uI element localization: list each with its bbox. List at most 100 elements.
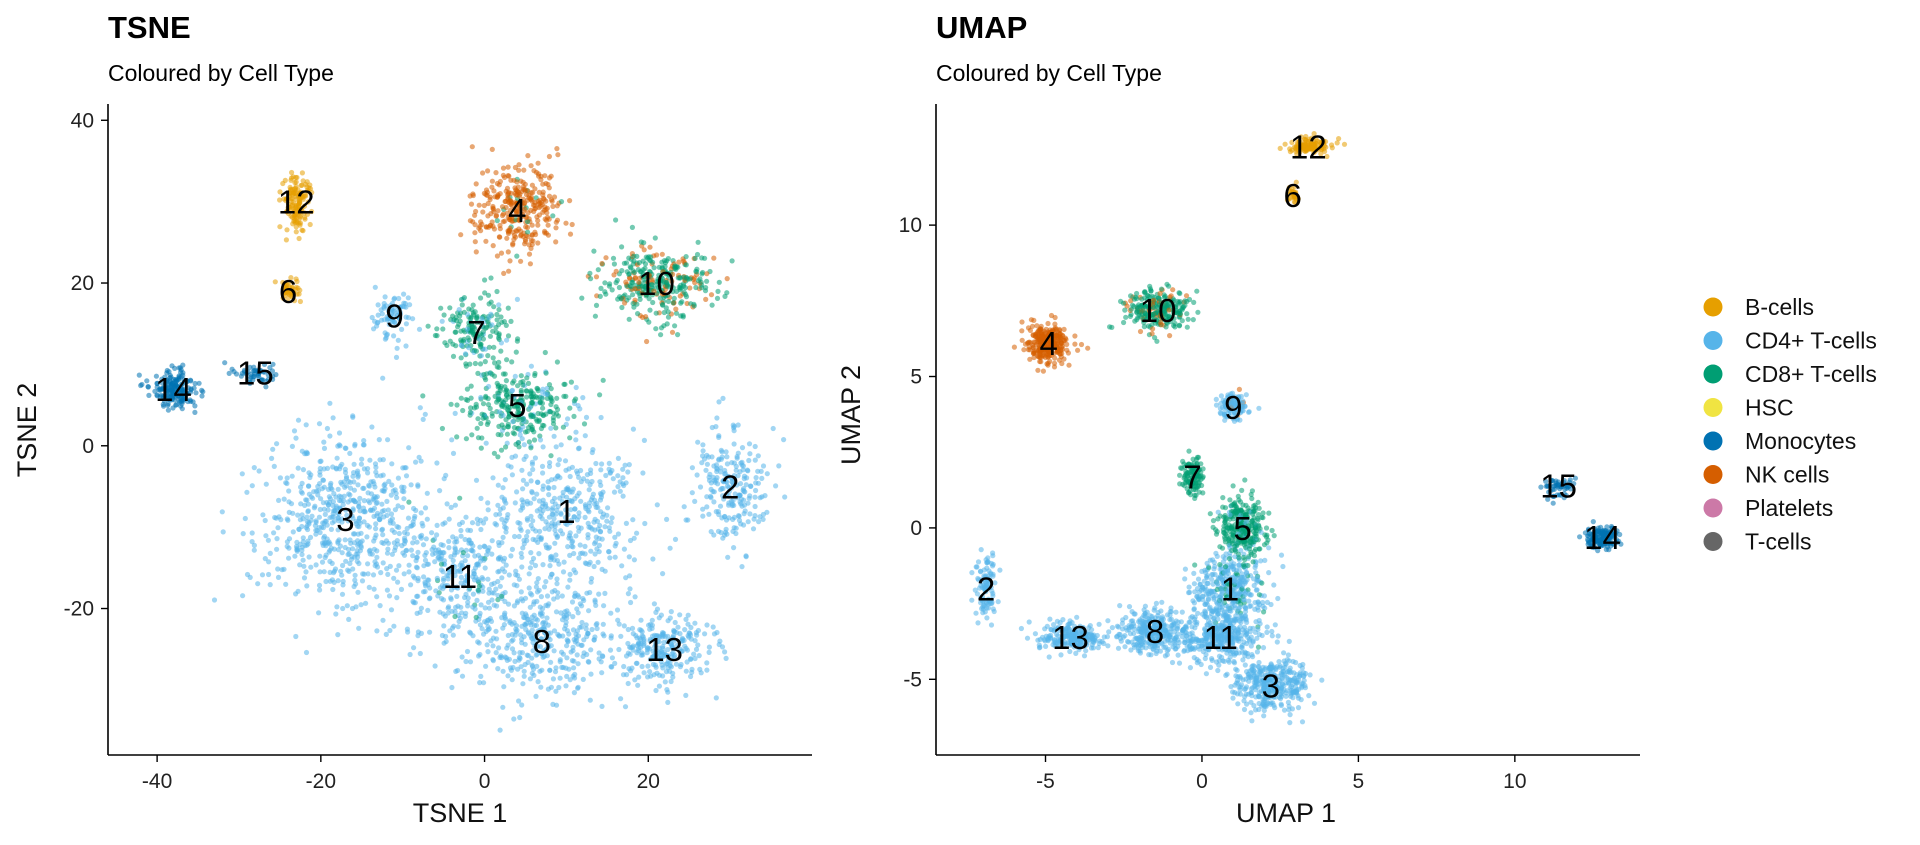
- cell-point: [508, 553, 513, 558]
- cell-point: [584, 415, 589, 420]
- cell-point: [541, 444, 546, 449]
- y-tick-label: 20: [71, 272, 94, 295]
- cell-point: [578, 499, 583, 504]
- cell-point: [535, 589, 540, 594]
- cell-point: [468, 659, 473, 664]
- cell-point: [178, 365, 183, 370]
- cell-point: [576, 555, 581, 560]
- cell-point: [618, 634, 623, 639]
- cell-point: [1256, 645, 1261, 650]
- cell-point: [603, 569, 608, 574]
- cell-point: [635, 311, 640, 316]
- cell-point: [305, 451, 310, 456]
- cell-point: [1265, 624, 1270, 629]
- x-tick-label: 0: [479, 770, 491, 793]
- cell-point: [314, 518, 319, 523]
- cell-point: [481, 632, 486, 637]
- cell-point: [634, 661, 639, 666]
- cell-point: [588, 276, 593, 281]
- cell-point: [754, 475, 759, 480]
- cell-point: [478, 395, 483, 400]
- cell-point: [452, 545, 457, 550]
- cell-point: [373, 533, 378, 538]
- cluster-label-6: 6: [279, 273, 297, 310]
- cell-point: [1287, 639, 1292, 644]
- cell-point: [486, 293, 491, 298]
- cell-point: [297, 236, 302, 241]
- cell-point: [374, 594, 379, 599]
- cell-point: [509, 668, 514, 673]
- cell-point: [325, 426, 330, 431]
- cell-point: [619, 268, 624, 273]
- cell-point: [484, 371, 489, 376]
- cell-point: [1251, 670, 1256, 675]
- cell-point: [709, 454, 714, 459]
- cell-point: [668, 546, 673, 551]
- cell-point: [278, 475, 283, 480]
- cell-point: [380, 488, 385, 493]
- cell-point: [571, 567, 576, 572]
- cell-point: [1191, 607, 1196, 612]
- cell-point: [568, 474, 573, 479]
- cell-point: [386, 541, 391, 546]
- cell-point: [374, 548, 379, 553]
- cluster-label-10: 10: [638, 265, 675, 302]
- cell-point: [375, 511, 380, 516]
- cell-point: [501, 371, 506, 376]
- cell-point: [531, 168, 536, 173]
- cell-point: [572, 690, 577, 695]
- cell-point: [408, 652, 413, 657]
- cell-point: [457, 619, 462, 624]
- cell-point: [524, 621, 529, 626]
- cell-point: [511, 430, 516, 435]
- cell-point: [317, 587, 322, 592]
- cell-point: [554, 220, 559, 225]
- cell-point: [567, 578, 572, 583]
- cell-point: [521, 615, 526, 620]
- cell-point: [362, 442, 367, 447]
- cell-point: [481, 401, 486, 406]
- cell-point: [435, 523, 440, 528]
- cell-point: [560, 593, 565, 598]
- cell-point: [501, 535, 506, 540]
- cell-point: [486, 225, 491, 230]
- cell-point: [724, 527, 729, 532]
- cell-point: [551, 596, 556, 601]
- cell-point: [733, 531, 738, 536]
- cell-point: [543, 207, 548, 212]
- cell-point: [528, 445, 533, 450]
- cell-point: [736, 513, 741, 518]
- cell-point: [324, 500, 329, 505]
- cell-point: [711, 256, 716, 261]
- cell-point: [415, 550, 420, 555]
- cell-point: [305, 527, 310, 532]
- cell-point: [359, 457, 364, 462]
- cell-point: [301, 558, 306, 563]
- cell-point: [1294, 690, 1299, 695]
- cell-point: [409, 482, 414, 487]
- cell-point: [307, 554, 312, 559]
- cell-point: [1261, 713, 1266, 718]
- cell-point: [438, 306, 443, 311]
- cell-point: [1248, 603, 1253, 608]
- cell-point: [673, 307, 678, 312]
- cell-point: [501, 211, 506, 216]
- cell-point: [316, 488, 321, 493]
- cell-point: [298, 485, 303, 490]
- cell-point: [618, 489, 623, 494]
- cell-point: [378, 473, 383, 478]
- cell-point: [562, 626, 567, 631]
- cell-point: [497, 337, 502, 342]
- cell-point: [678, 293, 683, 298]
- cell-point: [696, 628, 701, 633]
- cell-point: [546, 233, 551, 238]
- cell-point: [551, 415, 556, 420]
- cell-point: [322, 446, 327, 451]
- cell-point: [421, 542, 426, 547]
- cell-point: [531, 673, 536, 678]
- cell-point: [548, 555, 553, 560]
- cell-point: [534, 492, 539, 497]
- cell-point: [546, 687, 551, 692]
- cell-point: [540, 470, 545, 475]
